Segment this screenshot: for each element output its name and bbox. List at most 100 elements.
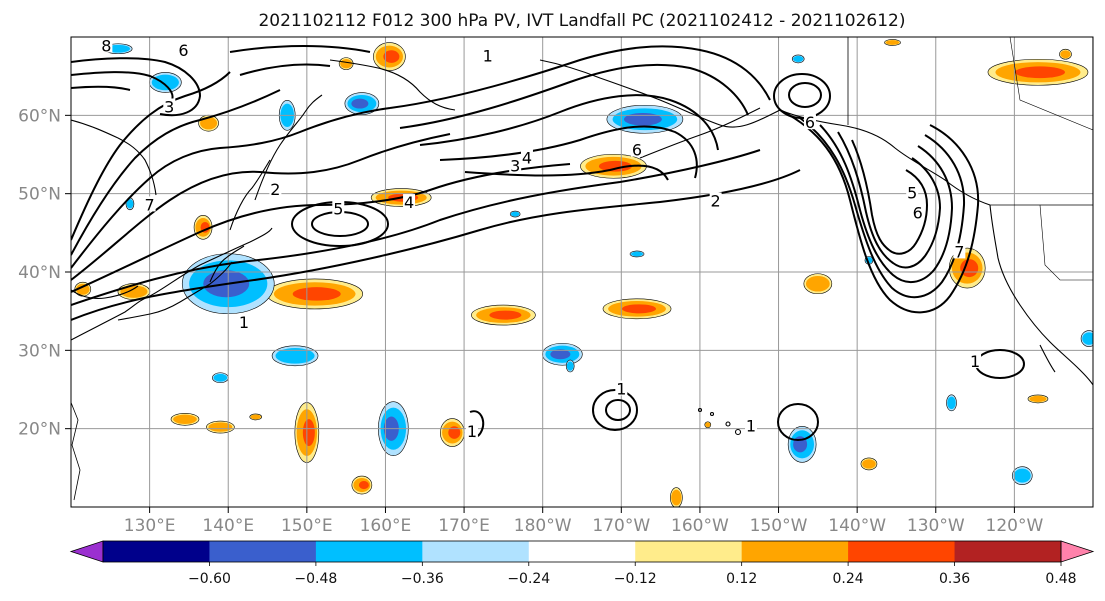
x-tick-label: 150°W [750,516,808,536]
x-tick-label: 170°E [438,516,490,536]
pv-contour-label: 2 [711,192,721,211]
ivt-negative-blob-core [566,361,574,371]
ivt-positive-blob-core [862,459,876,469]
japan-coast-line [117,261,233,321]
colorbar-segment [635,541,743,562]
baja-coast-line [1039,344,1056,373]
ivt-positive-blob-core [1060,50,1071,59]
pv-contour-label: 1 [483,47,493,66]
pv-label-bg [953,243,966,259]
pv-contour-layer [71,45,1025,441]
colorbar-frame [102,540,1062,563]
x-tick-label: 130°E [124,516,176,536]
korea-coast-line [71,285,139,299]
pv-closed-contour [788,82,822,108]
y-tick-label: 60°N [18,106,61,126]
pv-trough-contour-5 [851,139,929,255]
pv-contour-label: 6 [805,113,815,132]
kamchatka-coast-line [254,94,323,201]
ivt-positive-blob-max [598,160,632,172]
colorbar-segment [103,541,210,562]
ivt-positive-blob-core [120,285,148,298]
x-tick-label: 160°E [360,516,412,536]
pv-label-bg [911,204,924,220]
pv-contour-1 [71,169,801,321]
y-tick-label: 30°N [18,341,61,361]
pv-contour-16 [229,45,371,53]
pv-contour-label: 1 [616,380,626,399]
pv-contour-10 [419,94,719,151]
ivt-negative-blob-core [275,348,315,364]
pv-contour-label: 4 [404,193,414,212]
colorbar-segment [422,541,530,562]
pv-trough-contour-1 [779,109,980,314]
x-tick-label: 120°W [986,516,1044,536]
ivt-positive-blob-core [671,489,682,506]
pv-label-bg [520,149,533,165]
ivt-positive-blob-core [173,414,197,424]
alaska-coast-line [539,59,781,128]
hawaii-islands [697,407,703,413]
pv-label-bg [143,196,156,212]
y-tick-label: 40°N [18,263,61,283]
ivt-negative-blob-core [631,251,643,257]
gulf-alaska-coast-line [779,109,991,206]
ivt-negative-blob-max [623,112,662,126]
pv-contour-8 [389,45,771,109]
ivt-positive-blob-max [383,50,400,63]
colorbar: −0.60 −0.48 −0.36 −0.24 −0.12 0.12 0.24 0.36 0.4… [69,540,1095,587]
ivt-negative-blob-core [126,199,134,209]
pv-contour-5 [71,107,391,269]
ivt-negative-blob-core [1082,332,1093,345]
ivt-positive-blob-core [208,422,233,432]
pv-label-bg [100,37,113,53]
colorbar-tick-label: 0.48 [1045,571,1076,587]
colorbar-tick-label: 0.12 [726,571,757,587]
ivt-negative-blob-core [1013,468,1031,483]
hawaii-islands [725,421,731,427]
colorbar-segment [528,541,636,562]
x-tick-label: 140°W [828,516,886,536]
ivt-positive-blob-max [960,259,979,278]
pv-label-bg [906,184,919,200]
pv-contour-label: 2 [270,180,280,199]
pv-contour-15 [71,85,131,91]
pv-contour-label: 6 [913,203,923,222]
hokkaido-coast-line [209,245,245,283]
x-tick-label: 150°E [281,516,333,536]
pv-contour-label: 1 [970,352,980,371]
ivt-negative-blob-core [213,373,228,382]
pv-contour-label: 8 [101,36,111,55]
ivt-positive-blob-max [622,304,657,314]
pv-closed-contour [773,73,831,119]
ivt-negative-blob-core [793,55,804,63]
colorbar-extend-high [1060,540,1095,563]
ivt-positive-blob-core [885,40,900,45]
pv-label-bg [745,417,758,433]
pv-label-bg [709,192,722,208]
ivt-positive-blob-core [1029,395,1047,403]
pv-contour-7 [71,71,231,241]
pv-label-bg [615,380,628,396]
colorbar-segment [954,541,1062,562]
pv-label-bg [403,194,416,210]
ivt-negative-blob-core [510,211,520,217]
colorbar-tick-label: −0.24 [507,571,550,587]
philippines-coast-line [71,401,81,501]
pv-contour-label: 1 [239,313,249,332]
pv-contour-9 [399,63,749,129]
ivt-positive-blob-max [448,426,461,439]
ivt-positive-blob-max [358,481,369,490]
chukotka-coast-line [329,59,456,111]
ivt-positive-blob-max [302,419,315,447]
pv-contour-17 [239,63,331,76]
pv-contour-2 [71,149,761,306]
y-tick-label: 50°N [18,185,61,205]
ivt-positive-blob-max [292,287,341,301]
colorbar-tick-label: −0.36 [401,571,444,587]
pv-trough-contour-3 [819,124,954,283]
hawaii-islands [734,428,742,436]
x-tick-label: 140°E [202,516,254,536]
ivt-negative-blob-max [550,349,571,360]
